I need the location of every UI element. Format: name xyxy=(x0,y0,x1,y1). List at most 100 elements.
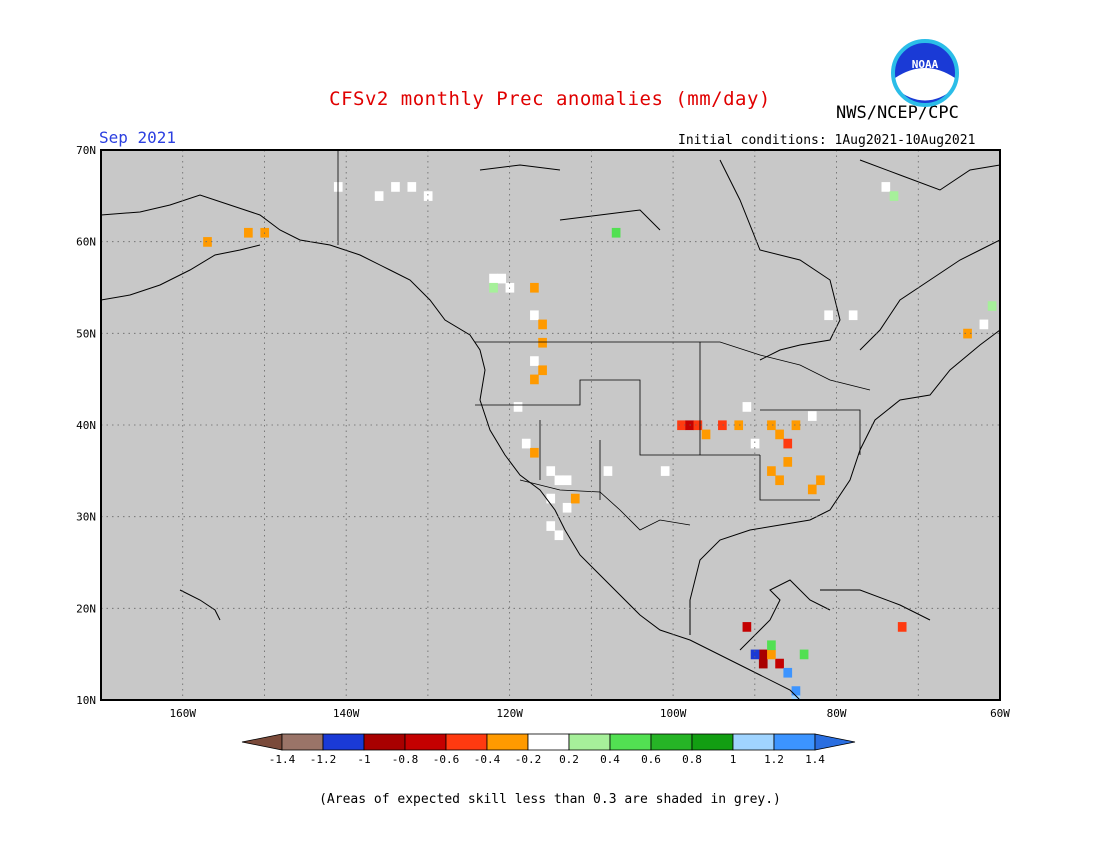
anomaly-cell xyxy=(521,438,531,449)
lat-lon-grid xyxy=(101,150,1000,700)
coastlines xyxy=(101,159,1000,700)
colorbar-label: -1 xyxy=(357,753,370,766)
anomaly-cell xyxy=(987,301,997,311)
colorbar-segment xyxy=(404,733,447,751)
anomaly-cell xyxy=(783,667,793,678)
anomaly-cell xyxy=(546,493,556,504)
anomaly-cell xyxy=(742,402,752,412)
anomaly-cell xyxy=(538,319,547,330)
anomaly-cell xyxy=(775,429,784,440)
colorbar-label: 1.2 xyxy=(764,753,784,766)
anomaly-cell xyxy=(530,310,539,321)
map-frame xyxy=(100,149,1001,701)
anomaly-cell xyxy=(807,484,817,495)
lon-label: 60W xyxy=(990,707,1010,720)
anomaly-cell xyxy=(513,402,523,412)
anomaly-cell xyxy=(799,649,809,660)
anomaly-cell xyxy=(816,475,825,486)
anomaly-cell xyxy=(203,237,212,247)
anomaly-cell xyxy=(791,686,801,696)
colorbar-arrow-low xyxy=(241,733,283,751)
anomaly-cell xyxy=(611,227,621,238)
lat-label: 40N xyxy=(76,419,96,432)
anomaly-cell xyxy=(758,649,768,660)
anomaly-cell xyxy=(546,466,556,476)
anomaly-cell xyxy=(562,502,572,513)
anomaly-cell xyxy=(530,374,539,385)
anomaly-cell xyxy=(848,310,858,321)
colorbar-segment xyxy=(650,733,693,751)
colorbar-segment xyxy=(281,733,324,751)
anomaly-cell xyxy=(489,282,498,293)
colorbar-segment xyxy=(691,733,734,751)
anomaly-cell xyxy=(603,466,613,476)
anomaly-cell xyxy=(807,411,817,421)
colorbar-segment xyxy=(486,733,529,751)
longitude-labels: 160W 140W 120W 100W 80W 60W xyxy=(169,707,1010,720)
skill-footnote: (Areas of expected skill less than 0.3 a… xyxy=(319,792,781,807)
anomaly-cell xyxy=(244,227,253,238)
lon-label: 80W xyxy=(827,707,847,720)
anomaly-cell xyxy=(530,282,539,293)
anomaly-cell xyxy=(497,273,507,284)
anomaly-cell xyxy=(554,530,564,541)
colorbar-label: 1 xyxy=(730,753,737,766)
lon-label: 140W xyxy=(333,707,360,720)
logo-text: NOAA xyxy=(912,58,939,71)
anomaly-cell xyxy=(489,273,498,284)
colorbar-label: 1.4 xyxy=(805,753,825,766)
anomaly-cell xyxy=(758,658,768,669)
lon-label: 120W xyxy=(496,707,523,720)
anomaly-cell xyxy=(538,365,547,376)
colorbar-segment xyxy=(445,733,488,751)
anomaly-cell xyxy=(791,695,801,700)
colorbar-segment xyxy=(773,733,816,751)
colorbar-label: -0.6 xyxy=(433,753,460,766)
anomaly-cell xyxy=(530,447,539,458)
colorbar-segment xyxy=(322,733,365,751)
lat-label: 30N xyxy=(76,511,96,524)
lat-label: 70N xyxy=(76,144,96,157)
anomaly-cell xyxy=(897,622,907,632)
lat-label: 60N xyxy=(76,236,96,249)
anomaly-cell xyxy=(718,420,727,431)
map-background xyxy=(101,150,1000,700)
colorbar-label: -0.2 xyxy=(515,753,542,766)
colorbar-segment xyxy=(609,733,652,751)
colorbar-label: -0.4 xyxy=(474,753,501,766)
anomaly-cell xyxy=(979,319,989,330)
anomaly-cell xyxy=(423,191,433,201)
anomaly-cell xyxy=(546,521,556,531)
anomaly-cell xyxy=(570,493,580,504)
agency-label: NWS/NCEP/CPC xyxy=(836,103,959,123)
anomaly-cell xyxy=(530,356,539,366)
anomaly-cell xyxy=(881,182,891,192)
anomaly-cell xyxy=(693,420,703,431)
anomaly-cell xyxy=(783,438,793,449)
anomaly-cell xyxy=(750,438,760,449)
colorbar-segment xyxy=(732,733,775,751)
colorbar-label: -0.8 xyxy=(392,753,419,766)
anomaly-cell xyxy=(767,420,776,431)
lon-label: 100W xyxy=(660,707,687,720)
anomaly-cell xyxy=(742,622,752,632)
colorbar-label: 0.2 xyxy=(559,753,579,766)
anomaly-cell xyxy=(391,182,400,192)
anomaly-cell xyxy=(677,420,686,431)
anomaly-cell xyxy=(889,191,899,201)
anomaly-cell xyxy=(538,337,547,348)
anomaly-cell xyxy=(767,649,776,660)
colorbar-label: -1.4 xyxy=(269,753,296,766)
lat-label: 50N xyxy=(76,327,96,340)
initial-conditions: Initial conditions: 1Aug2021-10Aug2021 xyxy=(678,133,976,148)
anomaly-cell xyxy=(775,475,784,486)
anomaly-cell xyxy=(775,658,784,669)
colorbar: -1.4 -1.2 -1 -0.8 -0.6 -0.4 -0.2 0.2 0.4 0.6 0.8 1 1… xyxy=(241,733,856,766)
colorbar-label: -1.2 xyxy=(310,753,337,766)
anomaly-cell xyxy=(963,328,972,339)
chart-title: CFSv2 monthly Prec anomalies (mm/day) xyxy=(329,88,771,110)
anomaly-cell xyxy=(767,640,776,651)
anomaly-cell xyxy=(824,310,833,321)
colorbar-label: 0.6 xyxy=(641,753,661,766)
